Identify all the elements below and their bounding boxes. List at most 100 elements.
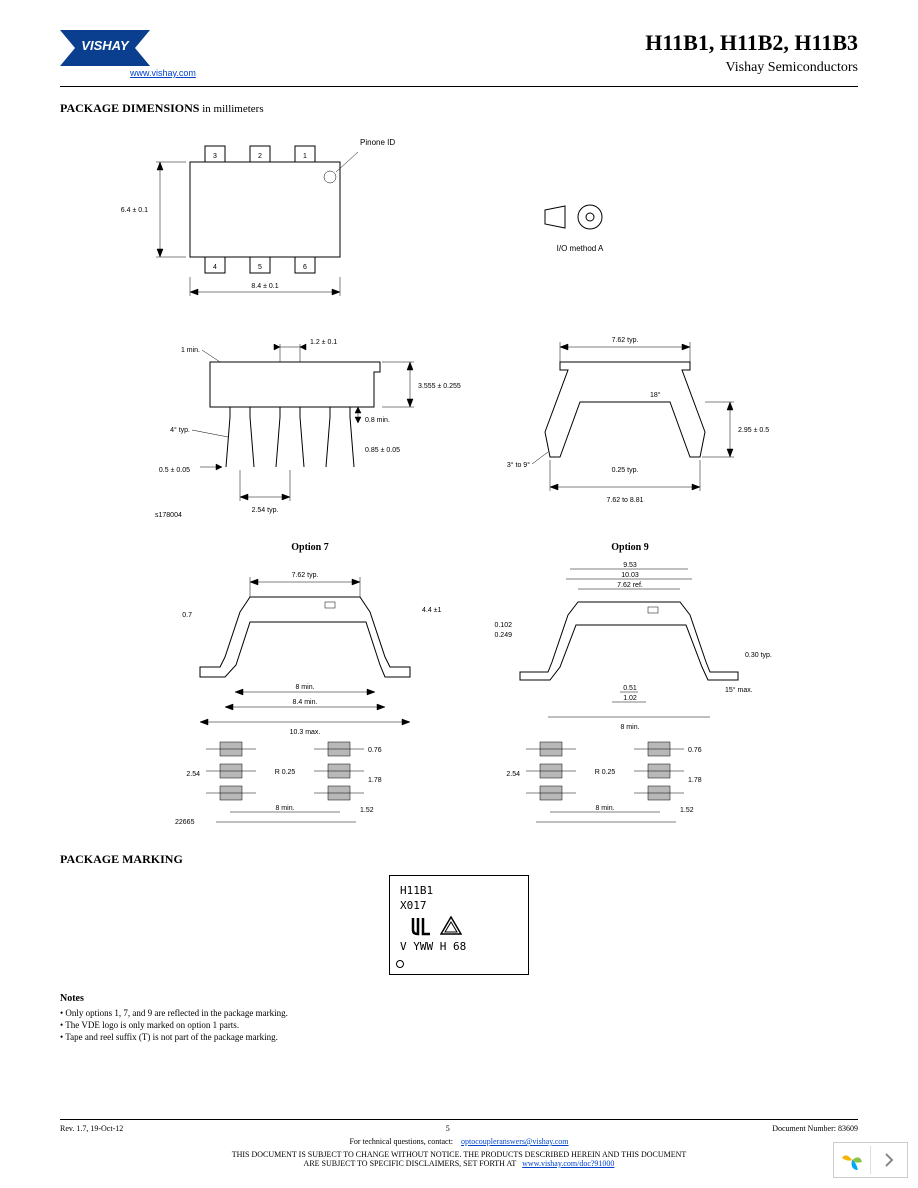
svg-text:1 min.: 1 min.	[181, 347, 200, 354]
vishay-url-link[interactable]: www.vishay.com	[130, 68, 196, 78]
svg-text:R 0.25: R 0.25	[275, 769, 296, 776]
footer-rule	[60, 1119, 858, 1120]
svg-text:0.30 typ.: 0.30 typ.	[745, 652, 772, 659]
page-header: VISHAY www.vishay.com H11B1, H11B2, H11B…	[60, 30, 858, 78]
svg-text:4: 4	[213, 264, 217, 271]
marking-box: H11B1 X017 V YWW H 68	[389, 875, 529, 975]
dimensions-units: in millimeters	[199, 103, 263, 115]
notes-section: Notes Only options 1, 7, and 9 are refle…	[60, 993, 858, 1042]
svg-text:4.4 ±1: 4.4 ±1	[422, 607, 442, 614]
note-item: Only options 1, 7, and 9 are reflected i…	[60, 1008, 858, 1018]
svg-text:2.54: 2.54	[506, 771, 520, 778]
svg-text:0.102: 0.102	[494, 622, 512, 629]
vde-logo-icon	[440, 916, 462, 936]
svg-text:8 min.: 8 min.	[295, 684, 314, 691]
viewer-nav-widget	[833, 1142, 908, 1178]
svg-text:3.555 ± 0.255: 3.555 ± 0.255	[418, 383, 461, 390]
option9-title: Option 9	[480, 542, 780, 553]
svg-text:22665: 22665	[175, 819, 195, 826]
footer-page: 5	[446, 1124, 450, 1133]
svg-text:0.76: 0.76	[368, 747, 382, 754]
viewer-logo-icon[interactable]	[834, 1142, 870, 1178]
next-page-button[interactable]	[871, 1142, 907, 1178]
svg-text:8.4 min.: 8.4 min.	[293, 699, 318, 706]
title-block: H11B1, H11B2, H11B3 Vishay Semiconductor…	[645, 30, 858, 76]
marking-section: PACKAGE MARKING H11B1 X017 V YWW H 68	[60, 852, 858, 975]
svg-text:6.4 ± 0.1: 6.4 ± 0.1	[121, 207, 148, 214]
svg-text:0.85 ± 0.05: 0.85 ± 0.05	[365, 447, 400, 454]
svg-text:1.02: 1.02	[623, 695, 637, 702]
footer-docnum: Document Number: 83609	[772, 1124, 858, 1133]
svg-text:2.54: 2.54	[186, 771, 200, 778]
svg-text:1: 1	[303, 153, 307, 160]
svg-text:10.03: 10.03	[621, 572, 639, 579]
svg-text:1.52: 1.52	[360, 807, 374, 814]
option7-title: Option 7	[170, 542, 450, 553]
svg-text:0.7: 0.7	[182, 612, 192, 619]
dimensions-heading: PACKAGE DIMENSIONS in millimeters	[60, 101, 858, 116]
svg-text:VISHAY: VISHAY	[81, 38, 130, 53]
subtitle: Vishay Semiconductors	[645, 60, 858, 76]
svg-text:8 min.: 8 min.	[620, 724, 639, 731]
notes-heading: Notes	[60, 993, 858, 1004]
vishay-logo: VISHAY	[60, 30, 150, 66]
svg-text:10.3 max.: 10.3 max.	[290, 729, 321, 736]
svg-text:7.62 typ.: 7.62 typ.	[292, 572, 319, 579]
footer-tech-label: For technical questions, contact:	[349, 1137, 453, 1146]
svg-text:6: 6	[303, 264, 307, 271]
dimensions-area: 3 2 1 4 5 6 6.4 ± 0.1	[60, 122, 858, 842]
svg-text:3° to 9°: 3° to 9°	[507, 461, 530, 469]
svg-text:3: 3	[213, 153, 217, 160]
logo-block: VISHAY www.vishay.com	[60, 30, 196, 78]
svg-text:8 min.: 8 min.	[595, 805, 614, 812]
svg-text:7.62 ref.: 7.62 ref.	[617, 582, 643, 589]
footer-tech-email-link[interactable]: optocoupleranswers@vishay.com	[461, 1137, 569, 1146]
svg-text:15° max.: 15° max.	[725, 686, 753, 694]
pinone-id-label: Pinone ID	[360, 138, 395, 147]
svg-text:1.2 ± 0.1: 1.2 ± 0.1	[310, 339, 337, 346]
svg-text:5: 5	[258, 264, 262, 271]
footer-disclaimer-1: THIS DOCUMENT IS SUBJECT TO CHANGE WITHO…	[60, 1150, 858, 1159]
option7-drawing: Option 7 7.62 typ. 0.7 4.4 ±1	[170, 542, 450, 830]
footer-disclaimer-2: ARE SUBJECT TO SPECIFIC DISCLAIMERS, SET…	[304, 1159, 517, 1168]
mold-label: I/O method A	[535, 244, 625, 253]
svg-text:1.78: 1.78	[688, 777, 702, 784]
marking-line2: X017	[400, 899, 518, 912]
end-view-drawing: 7.62 typ. 18° 2.95 ± 0.5 3° to 9° 0.25 t…	[490, 322, 780, 525]
page-footer: Rev. 1.7, 19-Oct-12 5 Document Number: 8…	[60, 1119, 858, 1168]
part-numbers: H11B1, H11B2, H11B3	[645, 30, 858, 56]
footer-disclaimer-link[interactable]: www.vishay.com/doc?91000	[522, 1159, 614, 1168]
svg-text:4° typ.: 4° typ.	[170, 426, 190, 434]
svg-text:8 min.: 8 min.	[275, 805, 294, 812]
svg-text:2: 2	[258, 153, 262, 160]
svg-text:0.5 ± 0.05: 0.5 ± 0.05	[159, 467, 190, 474]
mold-mark: I/O method A	[535, 202, 625, 253]
svg-text:0.25 typ.: 0.25 typ.	[612, 467, 639, 474]
option9-drawing: Option 9 9.53 10.03 7.62 ref. 0.102 0.24…	[480, 542, 780, 830]
marking-line3: V YWW H 68	[400, 940, 518, 953]
svg-text:R 0.25: R 0.25	[595, 769, 616, 776]
note-item: The VDE logo is only marked on option 1 …	[60, 1020, 858, 1030]
side-view-drawing: 1 min. 1.2 ± 0.1 3.555 ± 0.255 4° typ. 0…	[150, 322, 480, 525]
footer-rev: Rev. 1.7, 19-Oct-12	[60, 1124, 123, 1133]
svg-text:0.51: 0.51	[623, 685, 637, 692]
svg-text:s178004: s178004	[155, 512, 182, 519]
dimensions-title: PACKAGE DIMENSIONS	[60, 101, 199, 115]
svg-text:2.54 typ.: 2.54 typ.	[252, 507, 279, 514]
svg-text:18°: 18°	[650, 391, 661, 399]
svg-text:0.249: 0.249	[494, 632, 512, 639]
svg-text:0.76: 0.76	[688, 747, 702, 754]
note-item: Tape and reel suffix (T) is not part of …	[60, 1032, 858, 1042]
svg-text:8.4 ± 0.1: 8.4 ± 0.1	[251, 283, 278, 290]
marking-heading: PACKAGE MARKING	[60, 852, 858, 867]
svg-text:1.78: 1.78	[368, 777, 382, 784]
header-rule	[60, 86, 858, 87]
svg-text:2.95 ± 0.5: 2.95 ± 0.5	[738, 427, 769, 434]
pin1-dot-icon	[396, 960, 404, 968]
svg-text:7.62 to 8.81: 7.62 to 8.81	[607, 497, 644, 504]
top-view-drawing: 3 2 1 4 5 6 6.4 ± 0.1	[120, 132, 370, 305]
svg-text:9.53: 9.53	[623, 562, 637, 569]
svg-text:1.52: 1.52	[680, 807, 694, 814]
svg-text:0.8 min.: 0.8 min.	[365, 417, 390, 424]
ul-logo-icon	[410, 916, 432, 936]
